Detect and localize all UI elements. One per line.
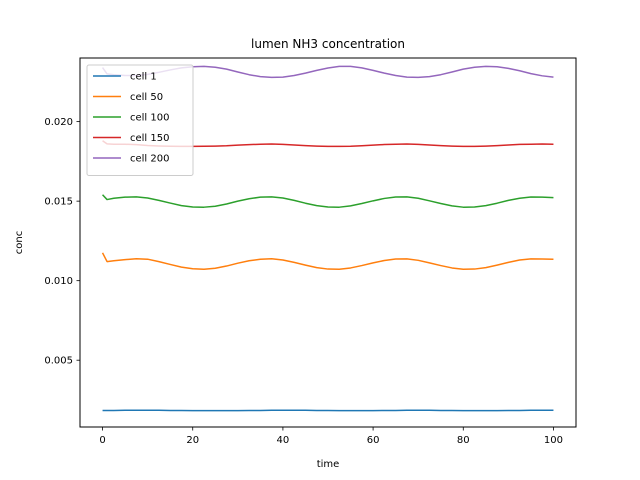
y-tick-label: 0.010 [44,276,73,287]
y-axis-label: conc [14,231,25,254]
series-line-3 [102,194,554,208]
legend: cell 1 cell 50 cell 100 cell 150 cell 200 [86,64,194,176]
x-tick-label: 100 [544,435,563,446]
legend-label-2: cell 50 [130,92,163,103]
y-axis: 0.005 0.010 0.015 0.020 [44,117,80,367]
x-tick-label: 40 [277,435,290,446]
plot-frame [79,57,577,428]
x-axis-label: time [317,459,340,470]
y-tick-label: 0.015 [44,197,73,208]
x-axis: 0 20 40 60 80 100 [99,427,563,446]
legend-label-4: cell 150 [130,133,169,144]
legend-label-5: cell 200 [130,154,169,165]
chart-title: lumen NH3 concentration [251,37,405,51]
y-tick-label: 0.005 [44,356,73,367]
x-tick-label: 20 [186,435,199,446]
series-line-2 [101,252,554,270]
x-tick-label: 0 [99,435,105,446]
legend-label-3: cell 100 [130,113,169,124]
x-tick-label: 80 [457,435,470,446]
legend-label-1: cell 1 [130,72,157,83]
x-tick-label: 60 [367,435,380,446]
legend-box [86,64,194,176]
y-tick-label: 0.020 [44,117,73,128]
